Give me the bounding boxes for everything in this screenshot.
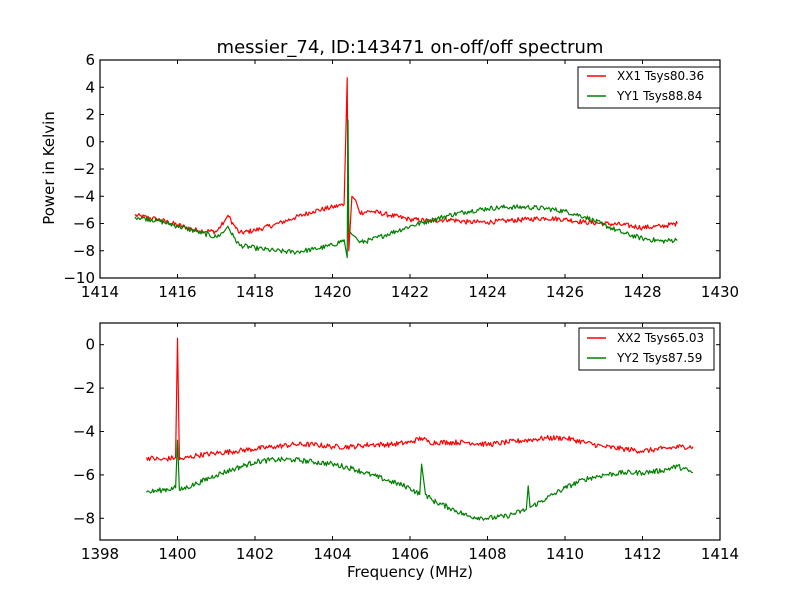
x-axis-label: Frequency (MHz) bbox=[347, 563, 473, 581]
top-panel: messier_74, ID:143471 on-off/off spectru… bbox=[40, 37, 739, 301]
bottom-legend: XX2 Tsys65.03 YY2 Tsys87.59 bbox=[578, 327, 715, 371]
x-tick-label: 1414 bbox=[701, 545, 739, 563]
y-tick-label: 0 bbox=[85, 336, 95, 354]
y-tick-label: 2 bbox=[85, 106, 95, 124]
x-tick-label: 1404 bbox=[313, 545, 351, 563]
x-tick-label: 1428 bbox=[623, 283, 661, 301]
y-tick-label: 6 bbox=[85, 51, 95, 69]
x-tick-label: 1424 bbox=[468, 283, 506, 301]
y-axis-label: Power in Kelvin bbox=[40, 111, 58, 225]
y-tick-label: −6 bbox=[73, 466, 95, 484]
x-tick-label: 1418 bbox=[236, 283, 274, 301]
bottom-legend-box bbox=[578, 327, 715, 371]
series-line-xx2 bbox=[145, 337, 694, 462]
x-tick-label: 1414 bbox=[81, 283, 119, 301]
x-tick-label: 1416 bbox=[158, 283, 196, 301]
y-tick-label: 4 bbox=[85, 78, 95, 96]
x-tick-label: 1426 bbox=[546, 283, 584, 301]
x-tick-label: 1420 bbox=[313, 283, 351, 301]
series-line-xx1 bbox=[134, 77, 678, 252]
series-line-yy2 bbox=[146, 439, 694, 521]
bottom-tick-layer: 1398 1400 1402 1404 1406 1408 1410 1412 1414 −8 −6… bbox=[73, 323, 739, 563]
y-tick-label: −2 bbox=[73, 160, 95, 178]
top-tick-layer: 1414 1416 1418 1420 1422 1424 1426 1428 1430 −10 −… bbox=[63, 51, 739, 301]
bottom-plot-frame bbox=[99, 322, 721, 541]
legend-label-xx1: XX1 Tsys80.36 bbox=[617, 69, 704, 83]
series-line-yy1 bbox=[134, 119, 678, 259]
x-tick-label: 1412 bbox=[623, 545, 661, 563]
x-tick-label: 1430 bbox=[701, 283, 739, 301]
y-tick-label: 0 bbox=[85, 133, 95, 151]
bottom-panel: Frequency (MHz) 1398 1400 1402 1404 1406 1408… bbox=[73, 322, 739, 581]
y-tick-label: −8 bbox=[73, 509, 95, 527]
chart-title: messier_74, ID:143471 on-off/off spectru… bbox=[217, 37, 604, 58]
y-tick-label: −4 bbox=[73, 187, 95, 205]
x-tick-label: 1400 bbox=[158, 545, 196, 563]
x-tick-label: 1410 bbox=[546, 545, 584, 563]
legend-label-yy2: YY2 Tsys87.59 bbox=[616, 351, 702, 365]
top-plot-frame bbox=[99, 59, 721, 279]
bottom-series-layer bbox=[145, 337, 694, 521]
y-tick-label: −2 bbox=[73, 379, 95, 397]
top-legend-box bbox=[577, 66, 721, 109]
x-tick-label: 1398 bbox=[81, 545, 119, 563]
x-tick-label: 1406 bbox=[391, 545, 429, 563]
legend-label-xx2: XX2 Tsys65.03 bbox=[617, 331, 704, 345]
x-tick-label: 1402 bbox=[236, 545, 274, 563]
y-tick-label: −10 bbox=[63, 269, 95, 287]
top-series-layer bbox=[134, 77, 678, 259]
y-tick-label: −6 bbox=[73, 215, 95, 233]
x-tick-label: 1422 bbox=[391, 283, 429, 301]
y-tick-label: −8 bbox=[73, 242, 95, 260]
y-tick-label: −4 bbox=[73, 423, 95, 441]
top-legend: XX1 Tsys80.36 YY1 Tsys88.84 bbox=[577, 66, 721, 109]
legend-label-yy1: YY1 Tsys88.84 bbox=[616, 89, 702, 103]
x-tick-label: 1408 bbox=[468, 545, 506, 563]
